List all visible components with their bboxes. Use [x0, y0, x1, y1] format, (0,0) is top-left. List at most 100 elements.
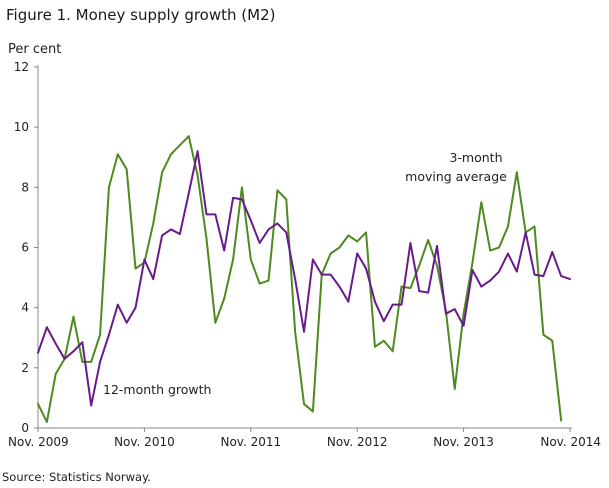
- data-point-3-month-moving-average: [241, 186, 243, 189]
- series-label-12-month-growth: 12-month growth: [103, 382, 211, 397]
- series-label-moving-average: 3-month: [449, 150, 502, 165]
- data-point-12-month-growth: [347, 300, 350, 303]
- data-point-3-month-moving-average: [276, 189, 279, 192]
- data-point-12-month-growth: [409, 242, 412, 244]
- data-point-12-month-growth: [444, 312, 447, 315]
- data-point-12-month-growth: [453, 308, 456, 311]
- data-point-12-month-growth: [542, 275, 545, 277]
- y-tick-label: 6: [21, 241, 29, 255]
- data-point-12-month-growth: [258, 242, 261, 244]
- series-labels: 3-month moving average 12-month growth: [103, 150, 507, 397]
- data-point-12-month-growth: [63, 357, 66, 360]
- data-point-3-month-moving-average: [37, 403, 39, 405]
- data-point-12-month-growth: [187, 192, 190, 195]
- data-point-3-month-moving-average: [72, 315, 75, 318]
- data-point-3-month-moving-average: [152, 222, 155, 225]
- data-point-12-month-growth: [170, 228, 172, 231]
- data-point-12-month-growth: [143, 258, 146, 261]
- data-point-3-month-moving-average: [223, 297, 226, 300]
- data-point-12-month-growth: [418, 290, 421, 293]
- data-point-3-month-moving-average: [356, 240, 359, 243]
- data-point-12-month-growth: [72, 350, 75, 353]
- data-point-3-month-moving-average: [205, 237, 208, 240]
- data-point-3-month-moving-average: [232, 258, 234, 261]
- y-tick-label: 12: [14, 60, 29, 74]
- data-point-3-month-moving-average: [214, 321, 217, 324]
- data-point-12-month-growth: [108, 333, 110, 336]
- y-tick-label: 2: [21, 361, 29, 375]
- data-point-12-month-growth: [400, 303, 403, 306]
- data-point-3-month-moving-average: [542, 333, 545, 336]
- data-point-3-month-moving-average: [90, 360, 93, 363]
- data-point-12-month-growth: [427, 291, 430, 294]
- x-tick-label: Nov. 2009: [8, 435, 69, 449]
- data-point-12-month-growth: [152, 278, 155, 280]
- data-point-3-month-moving-average: [116, 153, 119, 156]
- data-point-12-month-growth: [205, 213, 208, 216]
- source-note: Source: Statistics Norway.: [2, 470, 151, 484]
- data-point-12-month-growth: [462, 324, 465, 327]
- data-point-12-month-growth: [161, 234, 164, 237]
- data-point-3-month-moving-average: [400, 285, 403, 288]
- data-point-3-month-moving-average: [196, 174, 199, 177]
- chart-title: Figure 1. Money supply growth (M2): [6, 6, 276, 24]
- data-point-12-month-growth: [533, 273, 536, 276]
- data-point-12-month-growth: [311, 258, 314, 261]
- data-point-12-month-growth: [45, 326, 48, 329]
- data-point-12-month-growth: [524, 231, 527, 234]
- x-tick-label: Nov. 2012: [327, 435, 388, 449]
- data-point-3-month-moving-average: [560, 419, 563, 422]
- data-point-3-month-moving-average: [533, 225, 536, 228]
- data-point-12-month-growth: [276, 222, 279, 225]
- data-point-3-month-moving-average: [329, 252, 332, 255]
- data-point-3-month-moving-average: [258, 282, 261, 285]
- data-point-12-month-growth: [81, 341, 84, 344]
- data-point-3-month-moving-average: [365, 231, 367, 234]
- data-point-3-month-moving-average: [391, 350, 394, 353]
- data-point-3-month-moving-average: [170, 153, 172, 156]
- data-point-12-month-growth: [134, 306, 137, 309]
- data-point-3-month-moving-average: [409, 287, 412, 290]
- data-point-3-month-moving-average: [294, 330, 297, 333]
- data-point-3-month-moving-average: [480, 201, 483, 204]
- data-point-12-month-growth: [382, 320, 385, 323]
- data-point-12-month-growth: [178, 233, 181, 235]
- data-point-12-month-growth: [391, 303, 394, 306]
- data-point-3-month-moving-average: [551, 339, 554, 342]
- x-tick-label: Nov. 2010: [114, 435, 175, 449]
- data-point-3-month-moving-average: [285, 198, 288, 201]
- data-point-12-month-growth: [507, 252, 509, 255]
- y-axis-label: Per cent: [8, 42, 62, 57]
- data-point-3-month-moving-average: [311, 410, 314, 413]
- data-point-12-month-growth: [223, 249, 226, 252]
- data-point-12-month-growth: [356, 252, 359, 255]
- series-label-moving-average: moving average: [405, 169, 507, 184]
- data-point-3-month-moving-average: [249, 258, 252, 261]
- data-point-12-month-growth: [498, 270, 500, 273]
- data-point-12-month-growth: [249, 219, 252, 222]
- data-point-12-month-growth: [54, 342, 57, 345]
- data-point-12-month-growth: [196, 150, 199, 153]
- x-tick-label: Nov. 2014: [540, 435, 601, 449]
- data-point-3-month-moving-average: [436, 264, 438, 267]
- data-point-12-month-growth: [471, 269, 474, 271]
- data-point-12-month-growth: [116, 303, 119, 306]
- data-point-3-month-moving-average: [99, 333, 101, 336]
- data-point-12-month-growth: [480, 285, 483, 288]
- data-point-3-month-moving-average: [108, 186, 110, 189]
- data-point-12-month-growth: [560, 275, 563, 277]
- data-point-12-month-growth: [285, 231, 288, 234]
- data-point-12-month-growth: [365, 267, 367, 270]
- data-point-3-month-moving-average: [81, 360, 84, 363]
- data-point-12-month-growth: [374, 300, 376, 303]
- data-point-12-month-growth: [241, 198, 243, 201]
- data-point-3-month-moving-average: [374, 345, 376, 348]
- data-point-3-month-moving-average: [471, 261, 474, 264]
- data-point-3-month-moving-average: [161, 171, 164, 174]
- data-point-12-month-growth: [90, 404, 93, 407]
- data-point-12-month-growth: [37, 351, 39, 354]
- data-point-12-month-growth: [125, 321, 128, 324]
- data-point-12-month-growth: [569, 278, 571, 280]
- data-point-3-month-moving-average: [453, 387, 456, 390]
- data-point-12-month-growth: [551, 251, 554, 253]
